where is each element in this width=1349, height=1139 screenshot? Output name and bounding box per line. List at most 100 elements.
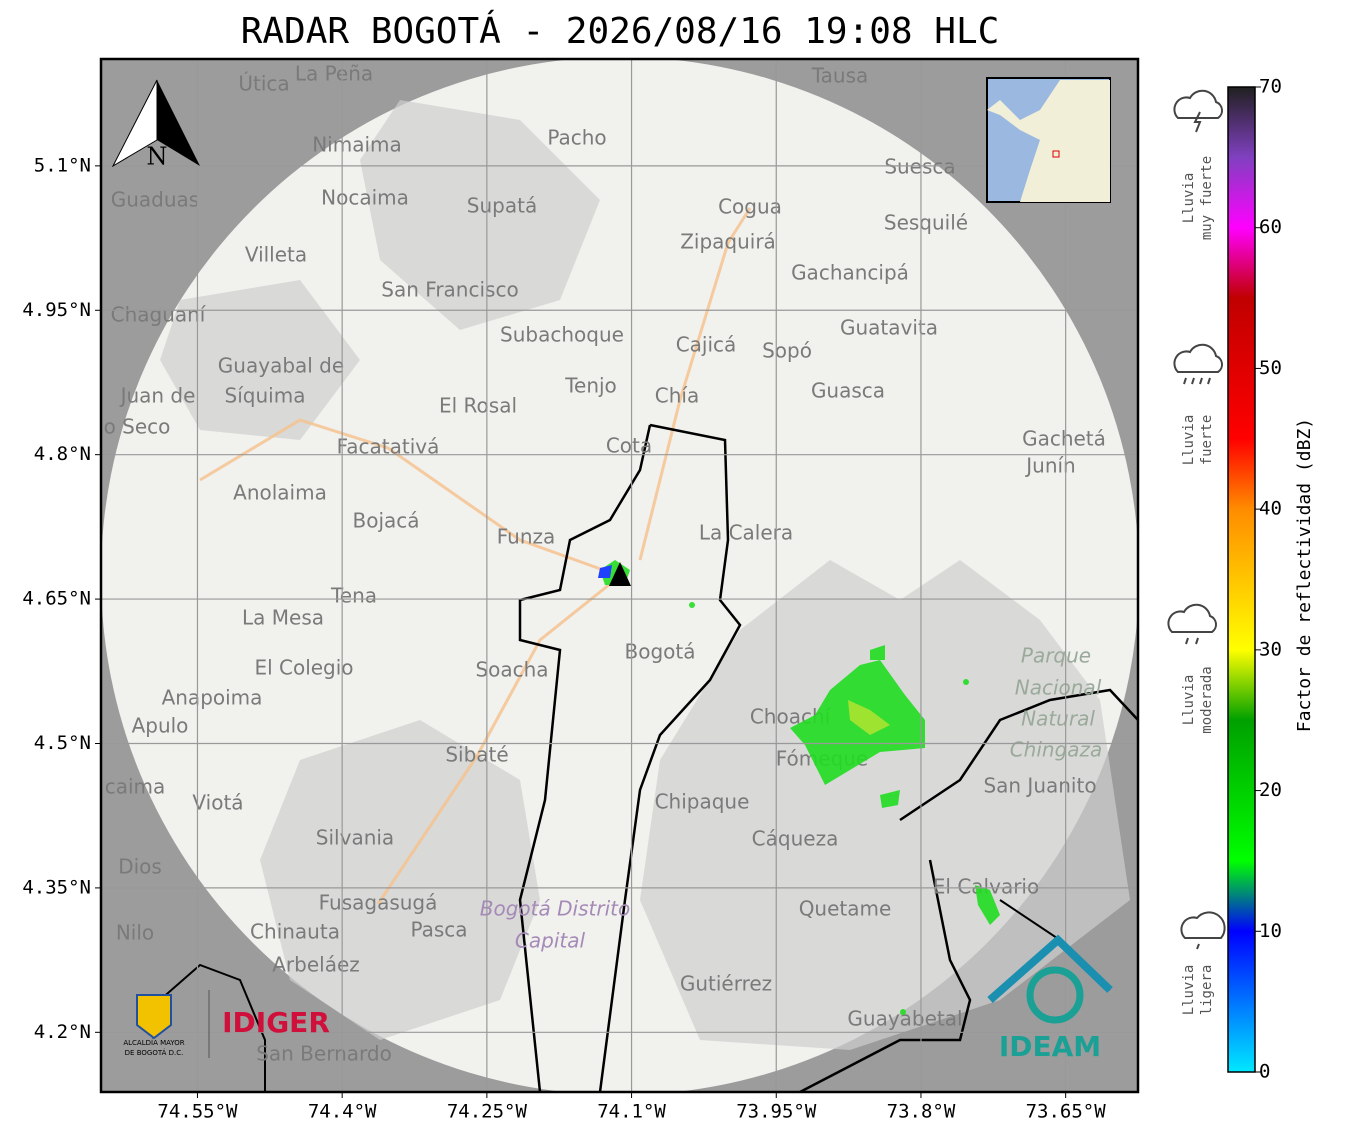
place-label: Tena [330, 584, 377, 608]
x-tick-label: 74.25°W [447, 1101, 528, 1123]
place-label: Nocaima [321, 186, 409, 210]
colorbar-tick-label: 30 [1259, 638, 1282, 660]
place-label: Cogua [718, 195, 782, 219]
place-label: Pasca [410, 918, 467, 942]
place-label: Chía [655, 384, 699, 408]
place-label: Pacho [547, 126, 606, 150]
legend-label: moderada [1199, 666, 1215, 733]
place-label: Chaguaní [111, 303, 207, 327]
x-tick-label: 74.55°W [157, 1101, 238, 1123]
radar-echo-core [848, 700, 890, 735]
y-tick-label: 4.35°N [22, 876, 91, 898]
place-label: La Mesa [242, 606, 324, 630]
map-frame [99, 57, 1140, 1094]
y-tick-label: 4.8°N [34, 443, 91, 465]
y-tick-label: 5.1°N [34, 154, 91, 176]
legend-icons [1167, 89, 1226, 950]
place-label: Soacha [475, 658, 548, 682]
place-label: Dios [118, 855, 162, 879]
legend-label: fuerte [1199, 415, 1215, 466]
place-label: Suesca [884, 155, 955, 179]
idiger-logo: IDIGER [222, 1006, 330, 1039]
x-tick-label: 73.65°W [1026, 1101, 1107, 1123]
place-label: Arbeláez [272, 953, 360, 977]
compass: N [111, 79, 200, 171]
place-label: Subachoque [500, 323, 624, 347]
colorbar-label: Factor de reflectividad (dBZ) [1294, 418, 1315, 732]
compass-label: N [147, 143, 168, 171]
place-label: Bojacá [352, 509, 419, 533]
place-label: Apulo [132, 714, 189, 738]
place-label: Bogotá [625, 640, 696, 664]
colorbar-axis: 0 10 20 30 40 50 60 70 [1255, 76, 1282, 1083]
department-boundary [799, 688, 1138, 1092]
place-label: Supatá [467, 194, 537, 218]
boundary [159, 963, 266, 1092]
legend-label: Lluvia [1181, 675, 1197, 726]
colorbar-tick-label: 40 [1259, 498, 1282, 520]
place-label: Útica [238, 72, 289, 96]
place-label: San Bernardo [256, 1042, 392, 1066]
alcaldia-logo: ALCALDÍA MAYOR DE BOGOTÁ D.C. IDIGER [123, 990, 330, 1058]
place-label: Cota [606, 434, 652, 458]
legend-label: muy fuerte [1199, 156, 1215, 240]
place-label: San Juanito [983, 774, 1096, 798]
radar-echo-core [598, 565, 612, 578]
y-tick-label: 4.65°N [22, 588, 91, 610]
legend-label: Lluvia [1181, 415, 1197, 466]
place-label: Zipaquirá [680, 230, 776, 254]
colorbar-tick-label: 50 [1259, 357, 1282, 379]
x-tick-label: 74.1°W [597, 1101, 666, 1123]
colorbar-tick-label: 10 [1259, 920, 1282, 942]
place-label: Capital [515, 929, 586, 953]
place-label: Parque [1021, 644, 1091, 668]
place-label: El Rosal [439, 394, 517, 418]
place-label: Guaduas [111, 188, 199, 212]
place-label: Síquima [225, 384, 306, 408]
place-label: o Seco [104, 415, 171, 439]
legend-label: Lluvia [1181, 965, 1197, 1016]
y-tick-label: 4.5°N [34, 732, 91, 754]
place-label: Gutiérrez [680, 972, 772, 996]
logo-text: ALCALDÍA MAYOR [123, 1038, 184, 1047]
y-tick-label: 4.95°N [22, 299, 91, 321]
place-label: Villeta [245, 243, 307, 267]
place-label: Fusagasugá [319, 891, 438, 915]
place-label: Silvania [316, 826, 394, 850]
x-tick-label: 73.95°W [736, 1101, 817, 1123]
place-label: Cajicá [676, 333, 737, 357]
place-label: Nilo [116, 921, 154, 945]
radar-site [609, 562, 631, 586]
place-label: Funza [497, 525, 556, 549]
colorbar-tick-label: 0 [1259, 1061, 1270, 1083]
roads [199, 207, 752, 905]
inset-map [986, 77, 1111, 203]
place-label: Anapoima [162, 686, 263, 710]
x-tick-label: 73.8°W [887, 1101, 956, 1123]
ideam-label: IDEAM [999, 1030, 1101, 1063]
place-label: Gachetá [1022, 427, 1106, 451]
place-label: Sopó [762, 339, 812, 363]
place-label: Tausa [811, 64, 869, 88]
colorbar-tick-label: 70 [1259, 76, 1282, 98]
place-label: Nimaima [312, 133, 402, 157]
colorbar-tick-label: 20 [1259, 779, 1282, 801]
place-label: Cáqueza [752, 827, 839, 851]
place-label: Tenjo [564, 374, 617, 398]
colorbar [1227, 86, 1256, 1073]
place-label: Guasca [811, 379, 885, 403]
place-label: Quetame [799, 897, 892, 921]
place-label: Anolaima [233, 481, 327, 505]
place-label: Viotá [192, 791, 243, 815]
place-label: Bogotá Distrito [480, 897, 630, 921]
place-label: La Peña [295, 62, 373, 86]
place-label: Sibaté [445, 743, 508, 767]
place-label: Nacional [1015, 676, 1102, 700]
place-label: caima [105, 775, 166, 799]
place-label: Juan de [119, 384, 196, 408]
place-label: El Colegio [254, 656, 353, 680]
place-label: Junín [1024, 454, 1075, 478]
